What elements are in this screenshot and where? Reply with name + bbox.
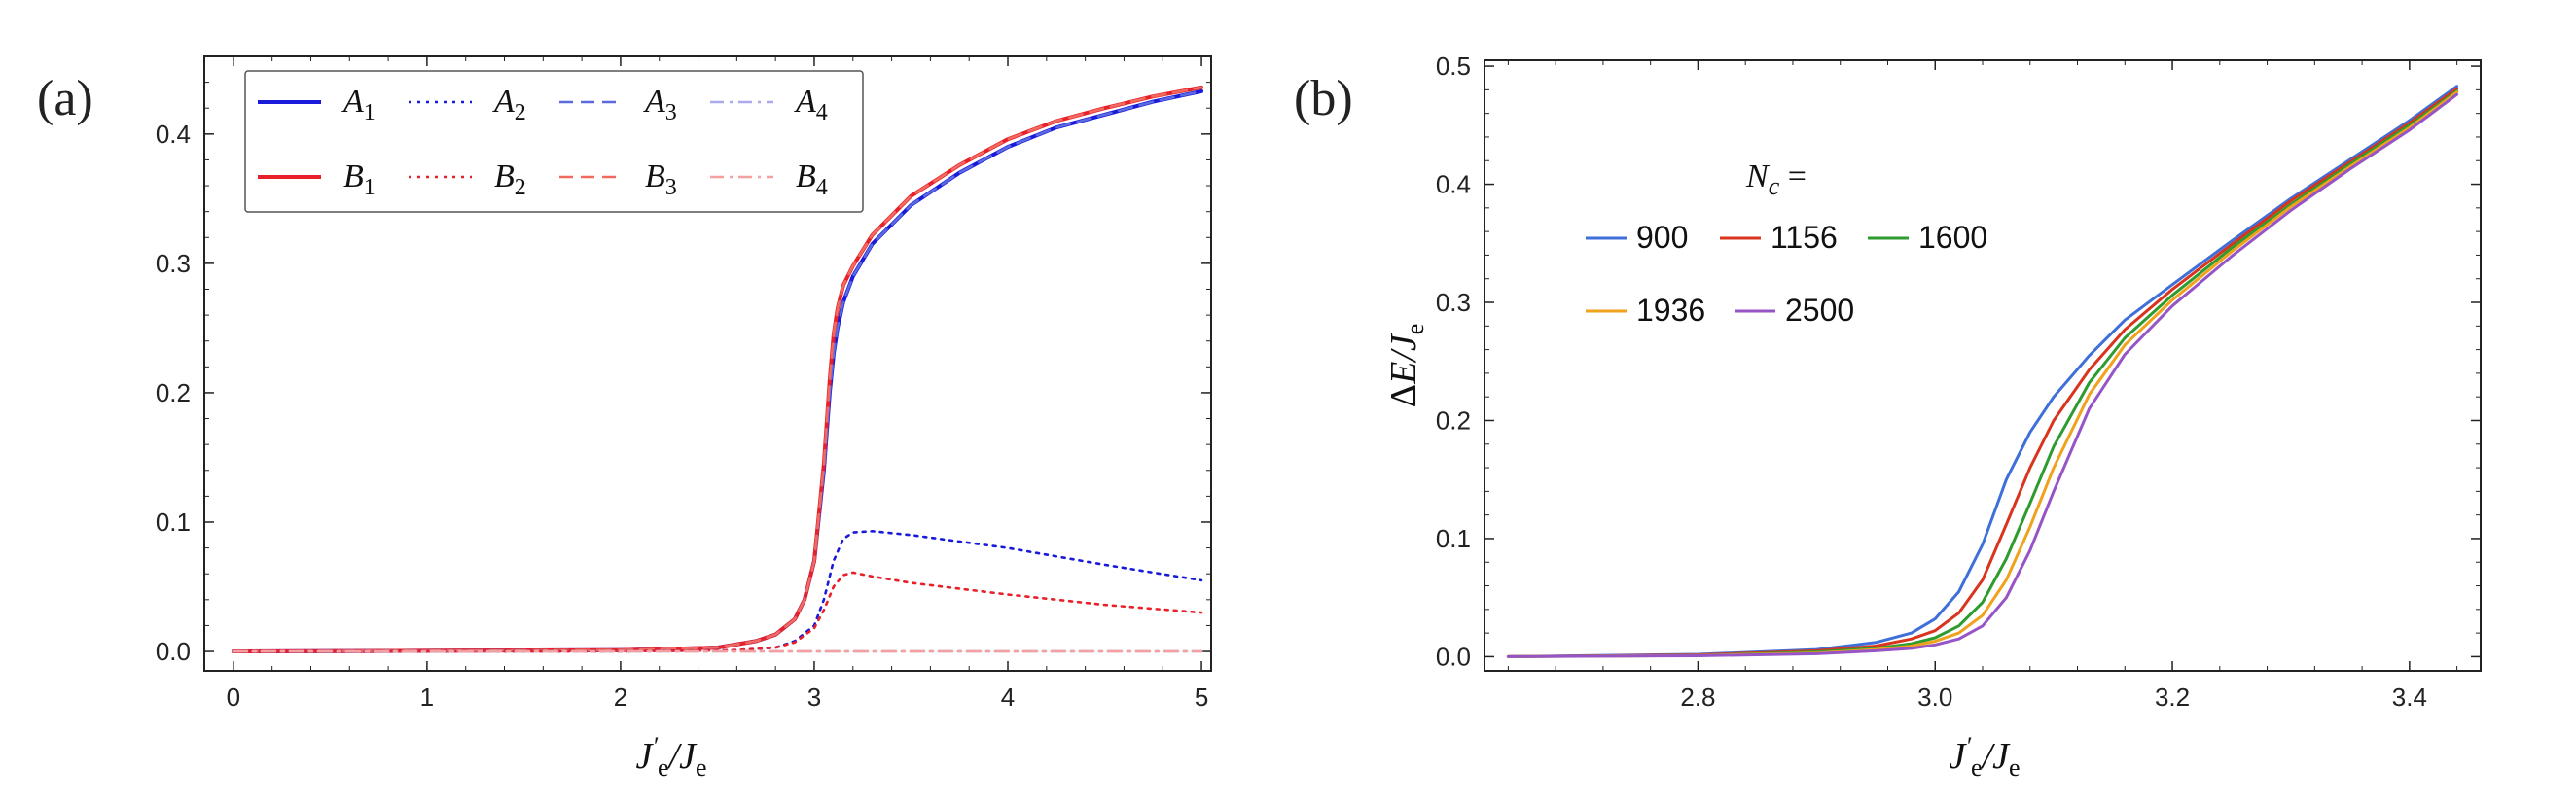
panel-a-legend-label-A4: A4 (794, 84, 828, 125)
panel-b-series (1506, 85, 2459, 658)
panel-b-x-tick-label: 2.8 (1680, 682, 1715, 712)
panel-a-legend-label-B4: B4 (796, 158, 828, 200)
panel-b-legend-label-1936: 1936 (1636, 293, 1705, 328)
panel-b-label: (b) (1294, 71, 1353, 126)
panel-b-series-900 (1506, 85, 2459, 658)
panel-a-legend-label-B1: B1 (343, 158, 376, 200)
panel-a-x-tick-label: 2 (614, 682, 627, 712)
panel-a-plot-frame (203, 55, 1212, 672)
panel-a-legend-label-A3: A3 (643, 84, 677, 125)
panel-a-legend-box (244, 70, 864, 213)
panel-b-series-2500 (1506, 92, 2459, 658)
panel-b: (b) 2.8 3.0 3.2 3.4 0.0 0.1 0.2 0.3 0.4 0.5 Nc = 9… (1294, 52, 2482, 782)
panel-a-legend-label-A1: A1 (341, 84, 376, 125)
panel-a-y-tick-label: 0.1 (156, 508, 191, 537)
panel-b-y-tick-label: 0.2 (1436, 405, 1471, 435)
panel-a-y-tick-label: 0.0 (156, 637, 191, 666)
panel-a: (a) 0 1 2 3 4 5 0.0 0.1 0.2 0.3 0.4 A1 A2 A3 A4 B1 B2 B3… (37, 55, 1212, 782)
panel-b-y-tick-label: 0.5 (1436, 52, 1471, 81)
panel-b-series-1156 (1506, 87, 2459, 658)
panel-b-legend-label-1156: 1156 (1771, 220, 1838, 255)
panel-b-series-1936 (1506, 90, 2459, 658)
panel-b-x-tick-label: 3.4 (2392, 682, 2427, 712)
panel-a-x-tick-label: 5 (1195, 682, 1208, 712)
panel-a-y-tick-label: 0.2 (156, 378, 191, 407)
panel-b-y-tick-label: 0.4 (1436, 170, 1471, 199)
panel-b-y-tick-label: 0.0 (1436, 642, 1471, 671)
panel-b-legend-label-2500: 2500 (1785, 293, 1854, 328)
panel-b-x-axis-label: J′e/Je (1949, 732, 2020, 782)
panel-a-legend: A1 A2 A3 A4 B1 B2 B3 B4 (244, 70, 864, 213)
panel-b-x-tick-label: 3.2 (2155, 682, 2190, 712)
panel-a-x-tick-label: 3 (807, 682, 821, 712)
panel-a-label: (a) (37, 71, 93, 126)
panel-a-legend-label-A2: A2 (492, 84, 526, 125)
panel-a-series-B2 (232, 571, 1203, 653)
panel-a-x-tick-label: 1 (420, 682, 434, 712)
panel-b-y-tick-label: 0.3 (1436, 288, 1471, 317)
panel-b-series-1600 (1506, 89, 2459, 658)
panel-b-ticks: 2.8 3.0 3.2 3.4 0.0 0.1 0.2 0.3 0.4 0.5 (1436, 52, 2481, 712)
panel-a-y-tick-label: 0.3 (156, 249, 191, 278)
panel-b-legend-label-1600: 1600 (1918, 220, 1987, 255)
panel-a-ticks: 0 1 2 3 4 5 0.0 0.1 0.2 0.3 0.4 (156, 55, 1211, 712)
panel-a-series-A2 (232, 529, 1203, 653)
panel-a-x-tick-label: 0 (227, 682, 240, 712)
panel-b-y-axis-label: ΔE/Je (1383, 324, 1429, 408)
panel-a-series-A3 (232, 89, 1203, 653)
panel-a-legend-label-B3: B3 (645, 158, 677, 200)
panel-b-y-tick-label: 0.1 (1436, 524, 1471, 553)
panel-a-series (231, 85, 1203, 653)
panel-b-legend: Nc = 900 1156 1600 1936 2500 (1586, 158, 1987, 328)
panel-b-legend-title: Nc = (1745, 158, 1807, 200)
panel-a-y-tick-label: 0.4 (156, 120, 191, 149)
panel-a-series-B3 (232, 86, 1203, 653)
panel-a-legend-label-B2: B2 (494, 158, 526, 200)
panel-b-legend-label-900: 900 (1636, 220, 1688, 255)
panel-a-x-tick-label: 4 (1001, 682, 1015, 712)
panel-a-x-axis-label: J′e/Je (635, 732, 706, 782)
panel-b-x-tick-label: 3.0 (1917, 682, 1952, 712)
